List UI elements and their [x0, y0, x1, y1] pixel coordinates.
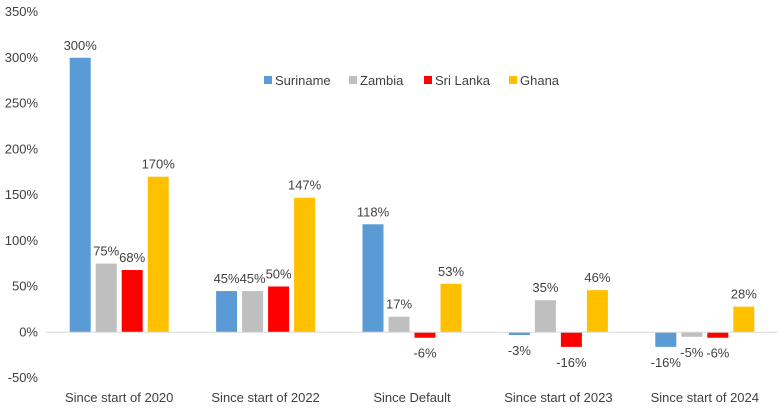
data-label: 147%	[288, 178, 322, 193]
bar-zambia	[242, 291, 264, 333]
bar-zambia	[95, 263, 117, 333]
data-label: -6%	[706, 346, 730, 361]
data-label: 53%	[438, 264, 464, 279]
bar-sri-lanka	[414, 332, 436, 338]
legend-label: Zambia	[360, 73, 404, 88]
y-tick-label: 100%	[5, 233, 39, 248]
bar-suriname	[508, 332, 530, 335]
bar-suriname	[362, 224, 384, 333]
data-label: 45%	[214, 271, 240, 286]
data-label: 46%	[584, 270, 610, 285]
legend-label: Suriname	[275, 73, 331, 88]
legend-swatch	[349, 76, 357, 84]
data-label: 45%	[240, 271, 266, 286]
data-label: 118%	[357, 204, 390, 219]
data-label: -6%	[413, 346, 437, 361]
bar-suriname	[655, 332, 677, 347]
bar-sri-lanka	[268, 286, 290, 333]
category-label: Since start of 2023	[504, 390, 612, 405]
bar-sri-lanka	[707, 332, 729, 338]
legend-label: Ghana	[520, 73, 560, 88]
y-tick-label: 200%	[5, 141, 39, 156]
bar-ghana	[733, 306, 755, 333]
y-tick-label: 0%	[19, 324, 38, 339]
y-axis-ticks: -50% 0% 50% 100% 150% 200% 250% 300% 350%	[5, 4, 39, 385]
bar-ghana	[147, 176, 169, 333]
data-label: -3%	[508, 343, 532, 358]
bar-ghana	[586, 290, 608, 333]
category-label: Since Default	[373, 390, 451, 405]
bar-zambia	[388, 316, 410, 333]
y-tick-label: -50%	[8, 370, 39, 385]
bar-zambia	[681, 332, 703, 337]
data-label: 75%	[93, 244, 119, 259]
legend-swatch	[264, 76, 272, 84]
bar-ghana	[440, 283, 462, 333]
y-tick-label: 300%	[5, 50, 39, 65]
y-tick-label: 350%	[5, 4, 39, 19]
legend-label: Sri Lanka	[435, 73, 491, 88]
data-label: -5%	[680, 345, 704, 360]
data-label: 300%	[64, 38, 98, 53]
y-tick-label: 150%	[5, 187, 39, 202]
legend-swatch	[424, 76, 432, 84]
bar-sri-lanka	[560, 332, 582, 347]
data-label: 28%	[731, 287, 757, 302]
data-label: -16%	[556, 355, 587, 370]
legend: Suriname Zambia Sri Lanka Ghana	[264, 73, 560, 88]
data-label: -16%	[651, 355, 682, 370]
y-tick-label: 50%	[12, 279, 38, 294]
bar-ghana	[294, 197, 316, 333]
data-label: 35%	[532, 280, 558, 295]
bars	[69, 57, 755, 347]
legend-swatch	[509, 76, 517, 84]
bar-zambia	[534, 300, 556, 333]
category-label: Since start of 2024	[651, 390, 759, 405]
data-labels: 300%75% 68%170%45% 45% 50%147%118%17%-6%53%…	[64, 38, 758, 370]
bar-suriname	[69, 57, 91, 333]
data-label: 17%	[386, 297, 412, 312]
data-label: 170%	[142, 157, 176, 172]
category-label: Since start of 2022	[211, 390, 319, 405]
data-label: 68%	[119, 250, 145, 265]
bar-suriname	[216, 291, 238, 333]
y-tick-label: 250%	[5, 96, 39, 111]
category-labels: Since start of 2020 Since start of 2022 Si…	[65, 390, 759, 405]
data-label: 50%	[266, 267, 292, 282]
category-label: Since start of 2020	[65, 390, 173, 405]
bar-sri-lanka	[121, 270, 143, 333]
